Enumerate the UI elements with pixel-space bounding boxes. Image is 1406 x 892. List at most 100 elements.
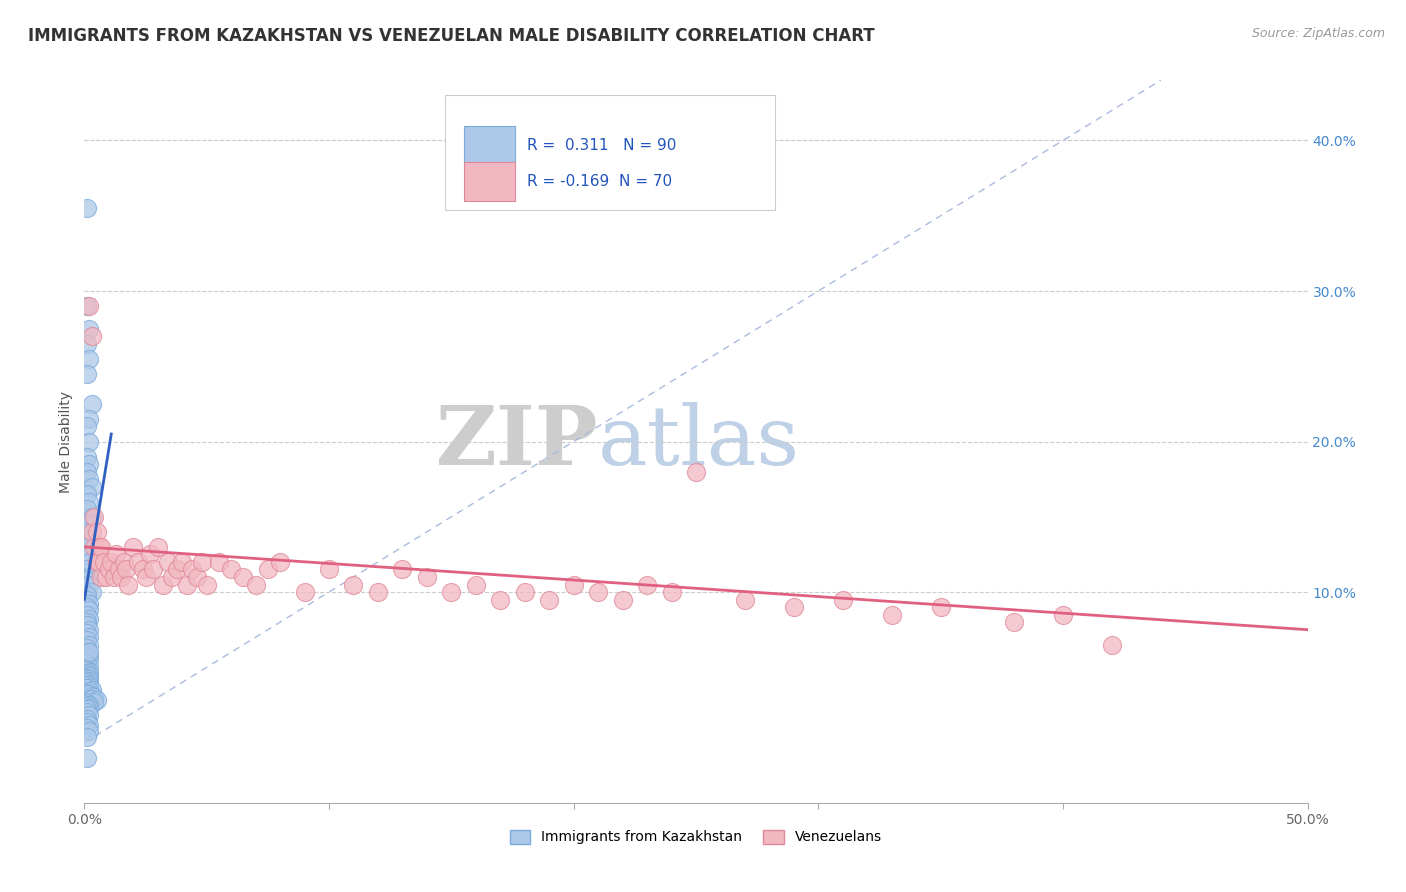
Point — [90, 540, 112, 554]
Point — [76, 336, 98, 351]
Point — [87, 540, 110, 554]
Point — [367, 585, 389, 599]
Point — [87, 555, 110, 569]
Point — [86, 693, 108, 707]
Point — [77, 687, 100, 701]
FancyBboxPatch shape — [446, 95, 776, 211]
Point — [96, 570, 118, 584]
Point — [83, 690, 105, 705]
FancyBboxPatch shape — [464, 126, 515, 165]
Text: Source: ZipAtlas.com: Source: ZipAtlas.com — [1251, 27, 1385, 40]
Point — [76, 607, 98, 622]
Point — [77, 533, 100, 547]
Point — [132, 562, 155, 576]
Point — [77, 673, 100, 687]
Point — [86, 555, 108, 569]
Point — [562, 577, 585, 591]
Point — [186, 570, 208, 584]
Point — [77, 684, 100, 698]
Point — [76, 548, 98, 562]
Point — [90, 570, 112, 584]
Point — [172, 555, 194, 569]
Point — [77, 570, 100, 584]
Point — [208, 555, 231, 569]
Point — [219, 562, 242, 576]
Point — [77, 351, 100, 366]
Text: ZIP: ZIP — [436, 401, 598, 482]
Point — [80, 329, 103, 343]
Point — [76, 502, 98, 516]
Point — [127, 555, 149, 569]
Legend: Immigrants from Kazakhstan, Venezuelans: Immigrants from Kazakhstan, Venezuelans — [503, 824, 889, 850]
Point — [880, 607, 903, 622]
Point — [416, 570, 439, 584]
Point — [294, 585, 316, 599]
Point — [1002, 615, 1025, 630]
Point — [76, 524, 98, 539]
Point — [156, 555, 179, 569]
Point — [195, 577, 218, 591]
Point — [191, 555, 214, 569]
Point — [76, 649, 98, 664]
Point — [76, 712, 98, 726]
Text: IMMIGRANTS FROM KAZAKHSTAN VS VENEZUELAN MALE DISABILITY CORRELATION CHART: IMMIGRANTS FROM KAZAKHSTAN VS VENEZUELAN… — [28, 27, 875, 45]
Point — [77, 669, 100, 683]
Point — [77, 434, 100, 449]
Point — [76, 662, 98, 676]
Point — [76, 201, 98, 215]
Point — [77, 412, 100, 426]
Point — [636, 577, 658, 591]
Point — [342, 577, 364, 591]
Point — [139, 548, 162, 562]
Point — [76, 640, 98, 655]
Point — [77, 698, 100, 712]
Point — [76, 615, 98, 630]
Point — [513, 585, 536, 599]
Point — [181, 562, 204, 576]
Point — [76, 671, 98, 685]
Point — [77, 623, 100, 637]
Point — [86, 524, 108, 539]
Point — [1101, 638, 1123, 652]
Point — [103, 570, 125, 584]
Point — [97, 562, 120, 576]
Point — [1052, 607, 1074, 622]
Point — [257, 562, 280, 576]
Point — [929, 600, 952, 615]
Point — [77, 597, 100, 611]
Point — [77, 494, 100, 508]
Point — [76, 697, 98, 711]
Point — [77, 638, 100, 652]
Point — [440, 585, 463, 599]
Point — [77, 673, 100, 688]
Point — [76, 686, 98, 700]
Point — [661, 585, 683, 599]
Point — [612, 592, 634, 607]
Point — [269, 555, 291, 569]
Point — [76, 625, 98, 640]
Point — [162, 570, 184, 584]
Text: R = -0.169  N = 70: R = -0.169 N = 70 — [527, 174, 672, 189]
Point — [783, 600, 806, 615]
Point — [80, 689, 103, 703]
Point — [152, 577, 174, 591]
Point — [76, 487, 98, 501]
Point — [76, 592, 98, 607]
Point — [80, 524, 103, 539]
Point — [142, 562, 165, 576]
Point — [93, 555, 115, 569]
Point — [100, 555, 122, 569]
Point — [76, 588, 98, 602]
Point — [110, 570, 132, 584]
Point — [80, 480, 103, 494]
Point — [166, 562, 188, 576]
Point — [77, 660, 100, 674]
Point — [76, 675, 98, 690]
Point — [76, 450, 98, 464]
Point — [77, 603, 100, 617]
Point — [76, 721, 98, 735]
Point — [107, 562, 129, 576]
Point — [76, 664, 98, 678]
Point — [83, 509, 105, 524]
Text: atlas: atlas — [598, 401, 800, 482]
